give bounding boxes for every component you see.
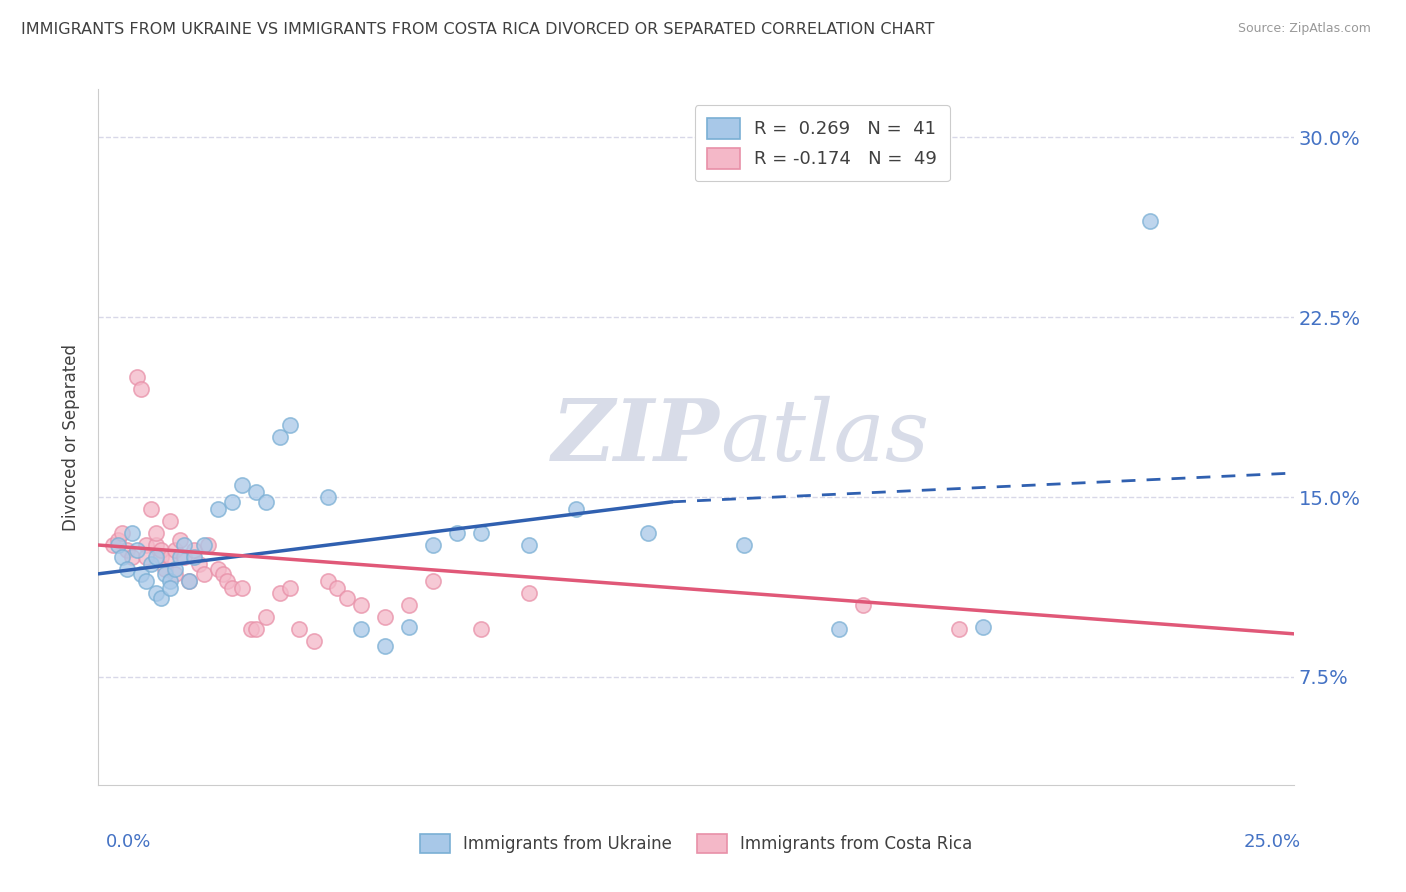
Point [221, 495, 243, 509]
Point [211, 566, 233, 581]
Point [1139, 214, 1161, 228]
Point [131, 382, 153, 396]
Point [245, 622, 267, 636]
Point [139, 502, 162, 516]
Point [149, 542, 172, 557]
Point [125, 370, 148, 384]
Point [207, 562, 229, 576]
Text: atlas: atlas [720, 396, 929, 478]
Point [217, 574, 239, 588]
Point [245, 485, 267, 500]
Point [187, 558, 209, 572]
Point [269, 586, 291, 600]
Point [948, 622, 970, 636]
Point [446, 526, 468, 541]
Point [350, 622, 373, 636]
Point [159, 549, 181, 564]
Point [159, 581, 181, 595]
Point [163, 562, 186, 576]
Point [131, 566, 153, 581]
Point [278, 418, 301, 433]
Point [183, 549, 205, 564]
Point [422, 538, 444, 552]
Point [101, 538, 124, 552]
Point [115, 562, 138, 576]
Point [145, 586, 167, 600]
Point [231, 478, 253, 492]
Point [517, 538, 540, 552]
Point [125, 542, 148, 557]
Point [254, 610, 277, 624]
Point [179, 574, 201, 588]
Point [398, 598, 420, 612]
Point [254, 495, 277, 509]
Point [336, 591, 359, 605]
Point [169, 533, 191, 548]
Point [149, 591, 172, 605]
Point [107, 533, 129, 548]
Point [374, 610, 396, 624]
Point [326, 581, 349, 595]
Point [316, 490, 339, 504]
Point [316, 574, 339, 588]
Legend: Immigrants from Ukraine, Immigrants from Costa Rica: Immigrants from Ukraine, Immigrants from… [413, 828, 979, 860]
Point [240, 622, 263, 636]
Point [179, 574, 201, 588]
Point [193, 538, 215, 552]
Point [139, 558, 162, 572]
Point [374, 639, 396, 653]
Point [852, 598, 875, 612]
Point [350, 598, 373, 612]
Point [269, 430, 291, 444]
Point [159, 574, 181, 588]
Point [470, 622, 492, 636]
Point [155, 562, 177, 576]
Point [302, 634, 325, 648]
Text: 0.0%: 0.0% [105, 833, 150, 851]
Point [231, 581, 253, 595]
Point [107, 538, 129, 552]
Point [121, 526, 143, 541]
Point [111, 526, 134, 541]
Point [173, 538, 195, 552]
Text: ZIP: ZIP [553, 395, 720, 479]
Point [155, 566, 177, 581]
Point [145, 526, 167, 541]
Point [565, 502, 588, 516]
Point [207, 502, 229, 516]
Y-axis label: Divorced or Separated: Divorced or Separated [62, 343, 80, 531]
Point [470, 526, 492, 541]
Point [637, 526, 659, 541]
Point [173, 549, 195, 564]
Point [145, 549, 167, 564]
Point [193, 566, 215, 581]
Point [221, 581, 243, 595]
Text: Source: ZipAtlas.com: Source: ZipAtlas.com [1237, 22, 1371, 36]
Point [972, 619, 994, 633]
Point [733, 538, 755, 552]
Point [135, 538, 157, 552]
Point [159, 514, 181, 528]
Point [135, 574, 157, 588]
Point [149, 549, 172, 564]
Point [197, 538, 219, 552]
Point [398, 619, 420, 633]
Point [517, 586, 540, 600]
Point [115, 542, 138, 557]
Point [145, 538, 167, 552]
Point [111, 549, 134, 564]
Text: IMMIGRANTS FROM UKRAINE VS IMMIGRANTS FROM COSTA RICA DIVORCED OR SEPARATED CORR: IMMIGRANTS FROM UKRAINE VS IMMIGRANTS FR… [21, 22, 935, 37]
Point [121, 549, 143, 564]
Point [183, 542, 205, 557]
Point [169, 549, 191, 564]
Point [135, 549, 157, 564]
Point [422, 574, 444, 588]
Point [163, 542, 186, 557]
Point [163, 566, 186, 581]
Text: 25.0%: 25.0% [1243, 833, 1301, 851]
Point [828, 622, 851, 636]
Point [288, 622, 311, 636]
Point [278, 581, 301, 595]
